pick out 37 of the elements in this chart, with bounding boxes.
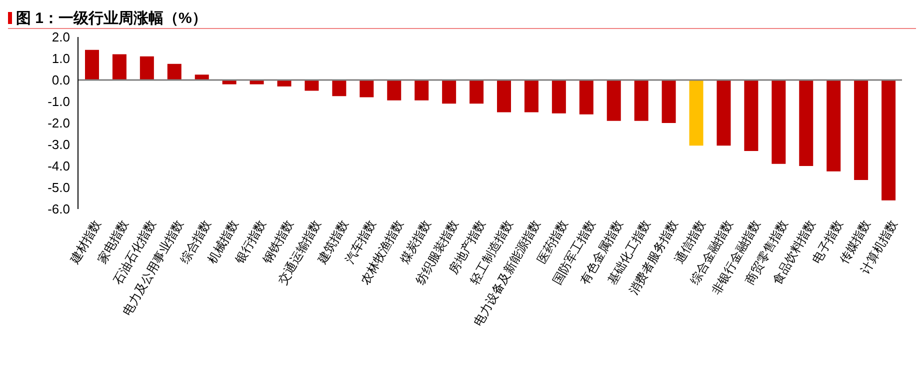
y-tick-label: -1.0 [48,94,70,110]
bar [716,80,731,146]
bar [470,80,484,104]
y-tick-label: 0.0 [52,72,70,88]
bar [552,80,566,114]
bar [194,74,209,80]
bar [826,80,841,172]
bar [744,80,758,151]
y-tick-label: -6.0 [48,202,70,217]
bar [414,80,429,100]
bar [854,80,868,180]
bar [112,54,126,80]
y-tick-label: -3.0 [48,137,70,152]
bar [85,50,99,80]
bar [662,80,676,123]
bar [332,80,346,96]
y-tick-label: 1.0 [52,51,70,66]
y-tick-label: -2.0 [48,116,70,131]
bar [799,80,814,166]
bar [167,64,182,80]
bar [772,80,786,164]
bar [360,80,374,98]
bar [634,80,648,121]
bar [524,80,538,112]
y-tick-label: -5.0 [48,180,70,196]
bar [304,80,319,91]
y-tick-label: 2.0 [52,30,70,45]
bar [689,80,704,146]
bar [140,56,154,80]
bar [882,80,896,200]
bar [497,80,511,112]
bar [606,80,621,121]
bar [387,80,402,100]
bar [442,80,456,104]
chart-title: 图 1：一级行业周涨幅（%） [16,8,207,28]
bar [579,80,594,114]
y-tick-label: -4.0 [48,158,70,174]
